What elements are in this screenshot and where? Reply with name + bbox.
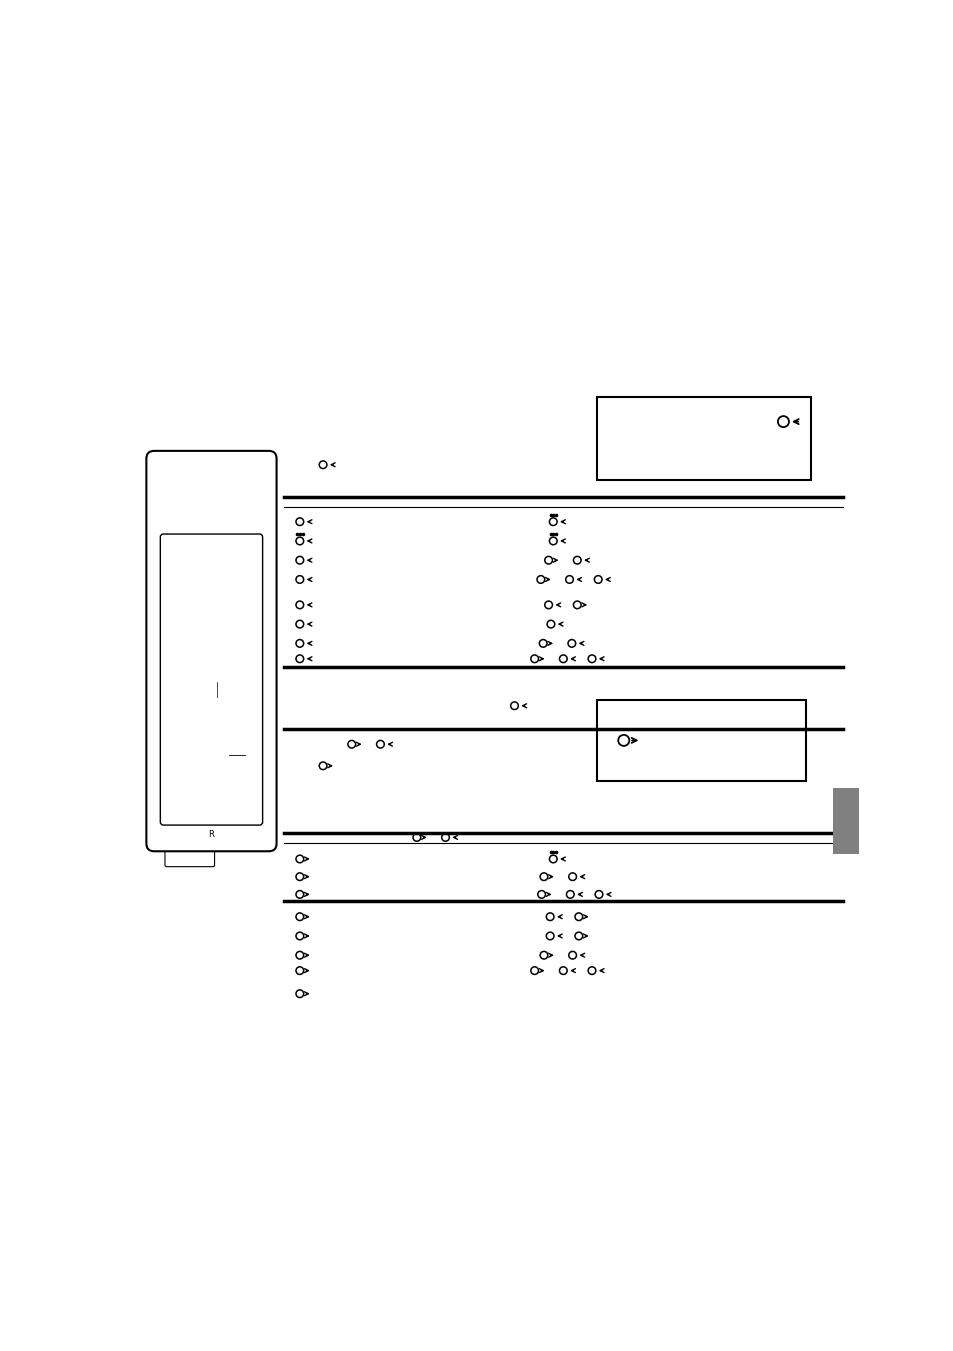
FancyBboxPatch shape bbox=[228, 551, 246, 570]
Bar bbox=[597, 397, 810, 480]
FancyBboxPatch shape bbox=[165, 725, 185, 743]
FancyBboxPatch shape bbox=[165, 750, 183, 766]
FancyBboxPatch shape bbox=[165, 571, 183, 590]
Bar bbox=[231, 743, 241, 751]
Bar bbox=[210, 670, 224, 709]
FancyBboxPatch shape bbox=[228, 661, 246, 678]
FancyBboxPatch shape bbox=[183, 786, 203, 802]
FancyBboxPatch shape bbox=[228, 571, 246, 590]
FancyBboxPatch shape bbox=[207, 613, 225, 632]
FancyBboxPatch shape bbox=[165, 593, 183, 611]
FancyBboxPatch shape bbox=[161, 711, 261, 777]
FancyBboxPatch shape bbox=[186, 689, 204, 707]
FancyBboxPatch shape bbox=[225, 786, 245, 802]
FancyBboxPatch shape bbox=[165, 613, 183, 632]
FancyBboxPatch shape bbox=[207, 551, 225, 570]
FancyBboxPatch shape bbox=[188, 825, 212, 843]
Bar bbox=[832, 788, 858, 854]
FancyBboxPatch shape bbox=[165, 551, 183, 570]
FancyBboxPatch shape bbox=[207, 689, 225, 707]
FancyBboxPatch shape bbox=[165, 850, 214, 867]
FancyBboxPatch shape bbox=[186, 593, 204, 611]
FancyBboxPatch shape bbox=[228, 523, 248, 542]
FancyBboxPatch shape bbox=[146, 451, 276, 851]
FancyBboxPatch shape bbox=[186, 551, 204, 570]
FancyBboxPatch shape bbox=[207, 523, 227, 542]
FancyBboxPatch shape bbox=[165, 689, 183, 707]
FancyBboxPatch shape bbox=[163, 786, 183, 802]
FancyBboxPatch shape bbox=[165, 634, 183, 653]
FancyBboxPatch shape bbox=[165, 523, 185, 542]
FancyBboxPatch shape bbox=[163, 825, 187, 843]
FancyBboxPatch shape bbox=[188, 725, 208, 743]
FancyBboxPatch shape bbox=[186, 634, 204, 653]
FancyBboxPatch shape bbox=[163, 804, 187, 821]
FancyBboxPatch shape bbox=[228, 634, 246, 653]
FancyBboxPatch shape bbox=[186, 661, 204, 678]
FancyBboxPatch shape bbox=[213, 804, 236, 821]
FancyBboxPatch shape bbox=[207, 571, 225, 590]
FancyBboxPatch shape bbox=[213, 489, 248, 513]
FancyBboxPatch shape bbox=[207, 661, 225, 678]
FancyBboxPatch shape bbox=[207, 593, 225, 611]
FancyBboxPatch shape bbox=[160, 534, 262, 825]
FancyBboxPatch shape bbox=[228, 593, 246, 611]
FancyBboxPatch shape bbox=[207, 634, 225, 653]
FancyBboxPatch shape bbox=[213, 825, 236, 843]
FancyBboxPatch shape bbox=[212, 725, 232, 743]
FancyBboxPatch shape bbox=[230, 750, 249, 766]
FancyBboxPatch shape bbox=[166, 489, 195, 513]
FancyBboxPatch shape bbox=[228, 613, 246, 632]
FancyBboxPatch shape bbox=[188, 750, 207, 766]
FancyBboxPatch shape bbox=[165, 661, 183, 678]
Text: R: R bbox=[209, 830, 214, 839]
FancyBboxPatch shape bbox=[186, 571, 204, 590]
FancyBboxPatch shape bbox=[202, 786, 222, 802]
FancyBboxPatch shape bbox=[212, 750, 230, 766]
FancyBboxPatch shape bbox=[188, 804, 212, 821]
FancyBboxPatch shape bbox=[186, 613, 204, 632]
FancyBboxPatch shape bbox=[185, 523, 205, 542]
Bar bbox=[596, 700, 805, 781]
